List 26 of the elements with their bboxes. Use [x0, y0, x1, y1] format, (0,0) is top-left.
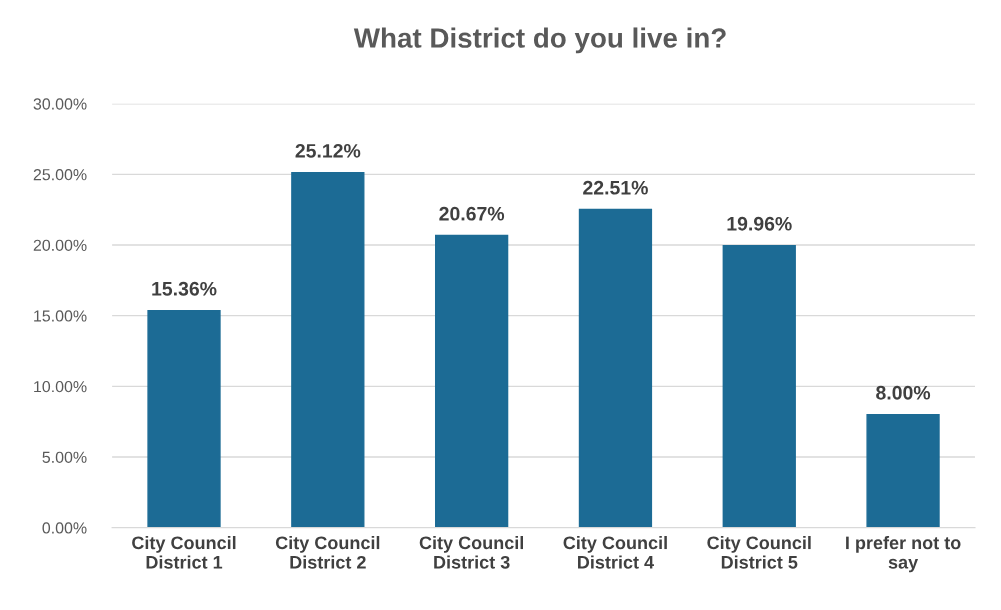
bar	[434, 234, 509, 528]
chart-title: What District do you live in?	[353, 27, 726, 54]
x-tick-label: City Council District 5	[707, 535, 811, 569]
data-label: 19.96%	[727, 216, 792, 231]
y-tick-label: 25.00%	[33, 168, 87, 181]
bar	[147, 309, 221, 528]
y-tick-label: 0.00%	[42, 522, 87, 534]
x-tick-label: City Council District 3	[419, 535, 524, 569]
data-label: 20.67%	[439, 206, 505, 221]
y-tick-label: 5.00%	[42, 451, 87, 463]
data-label: 8.00%	[876, 385, 931, 400]
y-tick-label: 30.00%	[33, 98, 87, 110]
y-tick-label: 20.00%	[33, 239, 87, 251]
data-label: 22.51%	[583, 180, 648, 195]
x-tick-label: City Council District 2	[275, 535, 380, 569]
bar	[722, 244, 796, 528]
data-label: 15.36%	[152, 281, 217, 296]
x-tick-label: City Council District 1	[132, 535, 236, 569]
bar	[578, 208, 653, 528]
y-tick-label: 10.00%	[34, 380, 87, 393]
data-label: 25.12%	[295, 143, 361, 158]
y-tick-label: 15.00%	[34, 310, 87, 322]
bar	[866, 413, 940, 528]
bar	[291, 171, 365, 528]
x-tick-label: I prefer not to say	[846, 535, 961, 573]
x-tick-label: City Council District 4	[563, 535, 667, 569]
